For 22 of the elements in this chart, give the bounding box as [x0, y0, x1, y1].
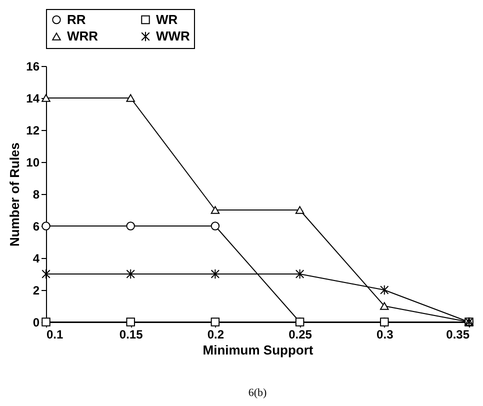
x-axis-title: Minimum Support — [202, 342, 314, 358]
legend-label: WRR — [67, 28, 99, 44]
x-tick-label: 0.3 — [376, 328, 394, 342]
x-tick-label: 0.2 — [207, 328, 224, 342]
x-tick-label: 0.15 — [119, 328, 144, 342]
legend-label: WR — [156, 12, 178, 27]
text: 6(b) — [248, 387, 267, 399]
y-tick-label: 12 — [26, 124, 40, 138]
y-tick-label: 2 — [32, 284, 40, 298]
y-tick-label: 10 — [26, 156, 40, 170]
y-tick-label: 8 — [32, 188, 40, 202]
x-tick-label: 0.35 — [446, 328, 470, 342]
legend-label: RR — [67, 12, 86, 27]
y-tick-label: 14 — [26, 92, 40, 106]
y-tick-label: 0 — [32, 316, 40, 330]
legend-label: WWR — [156, 28, 191, 44]
y-tick-label: 6 — [32, 220, 40, 234]
y-tick-label: 16 — [26, 60, 40, 74]
x-tick-label: 0.1 — [46, 328, 64, 342]
x-tick-label: 0.25 — [288, 328, 312, 342]
y-axis-title: Number of Rules — [7, 142, 22, 247]
y-tick-label: 4 — [32, 252, 40, 266]
